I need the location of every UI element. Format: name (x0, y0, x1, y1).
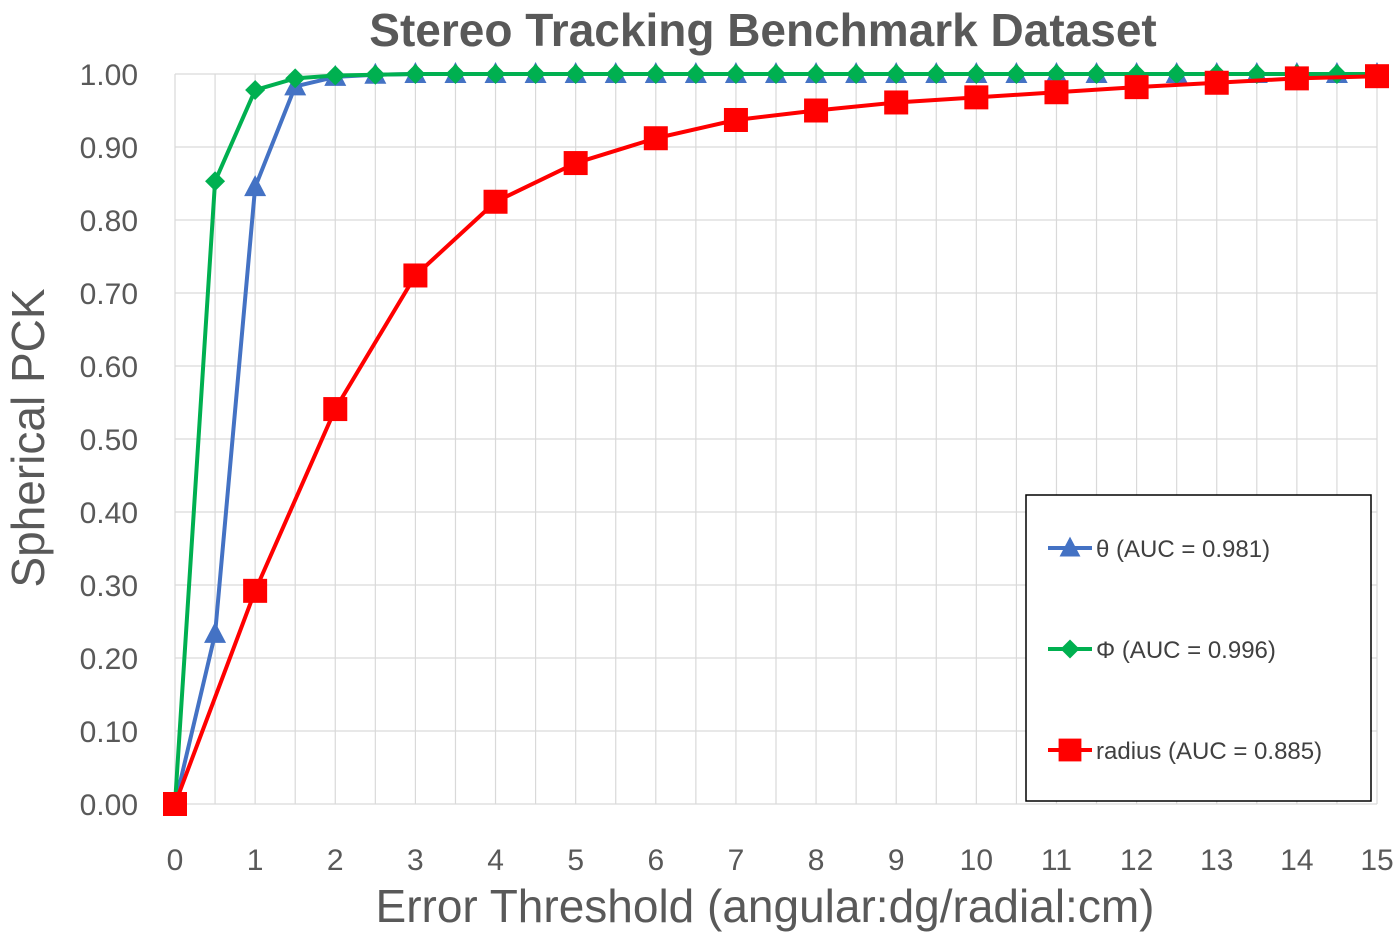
data-point (245, 80, 266, 101)
x-tick-label: 6 (647, 844, 664, 877)
data-point (1086, 64, 1107, 84)
x-tick-label: 3 (407, 844, 424, 877)
data-point (1060, 639, 1080, 659)
data-point (1059, 536, 1081, 557)
x-tick-label: 2 (327, 844, 344, 877)
x-tick-label: 7 (728, 844, 745, 877)
data-point (766, 64, 786, 84)
x-tick-label: 1 (247, 844, 264, 877)
data-point (565, 64, 586, 84)
y-tick-label: 0.30 (80, 570, 138, 603)
x-tick-label: 10 (960, 844, 993, 877)
legend-label: Φ (AUC = 0.996) (1096, 637, 1276, 664)
data-point (964, 85, 989, 110)
x-tick-label: 15 (1360, 844, 1393, 877)
data-point (605, 64, 626, 84)
data-point (1044, 80, 1069, 105)
data-point (1058, 738, 1082, 762)
data-point (285, 68, 306, 89)
legend-item: θ (AUC = 0.981) (1048, 536, 1270, 563)
data-point (643, 126, 668, 151)
y-tick-label: 0.40 (80, 497, 138, 530)
data-point (886, 64, 907, 84)
x-tick-label: 13 (1200, 844, 1233, 877)
legend-items: θ (AUC = 0.981) Φ (AUC = 0.996) radius (AU… (1048, 536, 1322, 765)
data-point (846, 64, 867, 84)
legend-item: radius (AUC = 0.885) (1048, 738, 1322, 765)
data-point (405, 64, 426, 84)
data-point (563, 151, 588, 176)
data-point (926, 64, 947, 84)
y-axis-label: Spherical PCK (2, 288, 54, 587)
data-point (1046, 64, 1067, 84)
data-point (1365, 64, 1389, 89)
data-point (1284, 66, 1309, 91)
x-tick-label: 9 (888, 844, 905, 877)
data-point (365, 64, 386, 85)
data-point (645, 64, 666, 84)
x-tick-label: 11 (1041, 844, 1072, 877)
data-point (804, 98, 829, 123)
y-tick-label: 0.50 (80, 424, 138, 457)
y-tick-label: 0.20 (80, 643, 138, 676)
y-tick-label: 0.60 (80, 351, 138, 384)
x-tick-label: 12 (1120, 844, 1153, 877)
data-point (1006, 64, 1027, 84)
x-tick-label: 4 (487, 844, 504, 877)
series-line (173, 74, 1378, 805)
y-tick-label: 1.00 (80, 59, 138, 92)
x-tick-label: 0 (167, 844, 184, 877)
data-point (244, 175, 267, 197)
data-point (1204, 70, 1229, 95)
series-layer (163, 62, 1389, 816)
data-point (884, 90, 909, 115)
data-point (806, 64, 827, 84)
x-tick-label: 8 (808, 844, 825, 877)
legend-label: θ (AUC = 0.981) (1096, 536, 1270, 563)
y-tick-label: 0.10 (80, 716, 138, 749)
data-point (966, 64, 987, 84)
data-point (725, 64, 746, 84)
legend: θ (AUC = 0.981) Φ (AUC = 0.996) radius (AU… (1025, 494, 1372, 802)
x-tick-label: 5 (567, 844, 584, 877)
y-axis-ticks: 0.00 0.10 0.20 0.30 0.40 0.50 0.60 0.70 0.80 0.90… (80, 59, 138, 822)
data-point (723, 107, 748, 132)
data-point (1124, 75, 1149, 100)
data-point (525, 64, 546, 84)
data-point (685, 64, 706, 84)
legend-label: radius (AUC = 0.885) (1096, 738, 1322, 765)
data-point (403, 263, 428, 288)
x-tick-label: 14 (1280, 844, 1313, 877)
data-point (1166, 64, 1187, 84)
data-point (205, 171, 226, 192)
data-point (445, 64, 466, 84)
x-axis-ticks: 0 1 2 3 4 5 6 7 8 9 10 11 12 13 14 15 (167, 844, 1394, 877)
data-point (204, 621, 227, 643)
data-point (325, 65, 346, 86)
series-2 (163, 64, 1389, 816)
data-point (163, 792, 187, 816)
data-point (323, 397, 348, 422)
y-tick-label: 0.80 (80, 205, 138, 238)
x-axis-label: Error Threshold (angular:dg/radial:cm) (376, 880, 1155, 932)
data-point (243, 578, 268, 603)
data-point (483, 189, 508, 214)
y-tick-label: 0.70 (80, 278, 138, 311)
legend-item: Φ (AUC = 0.996) (1048, 637, 1276, 664)
chart-title: Stereo Tracking Benchmark Dataset (369, 4, 1156, 56)
y-tick-label: 0.00 (80, 789, 138, 822)
data-point (485, 64, 506, 84)
y-tick-label: 0.90 (80, 132, 138, 165)
